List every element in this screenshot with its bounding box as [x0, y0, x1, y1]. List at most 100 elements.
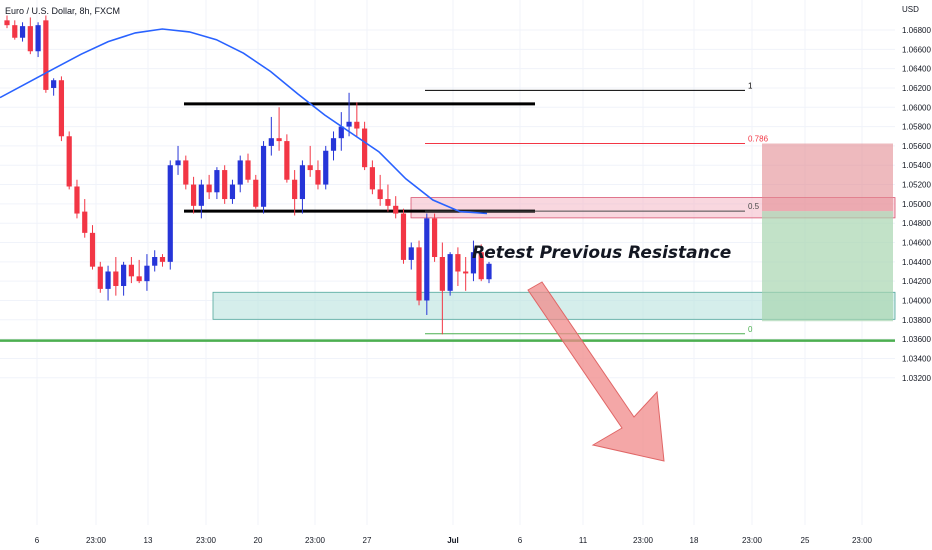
- candle: [35, 22, 41, 58]
- candle-body: [159, 257, 166, 262]
- x-tick-label: 13: [144, 536, 153, 545]
- y-tick-label: 1.05800: [902, 123, 931, 132]
- y-tick-label: 1.04000: [902, 296, 931, 305]
- y-tick-label: 1.05200: [902, 181, 931, 190]
- candle: [354, 102, 360, 137]
- candle-body: [260, 145, 267, 207]
- candle-body: [27, 26, 33, 52]
- candle-body: [276, 138, 282, 142]
- candles-layer: [4, 15, 492, 335]
- candle-body: [369, 167, 375, 190]
- candle-body: [214, 170, 220, 193]
- moving-average-line: [0, 28, 488, 215]
- y-tick-label: 1.04200: [902, 277, 931, 286]
- candle-body: [323, 150, 329, 185]
- candle-body: [58, 80, 65, 137]
- candle-body: [253, 179, 259, 207]
- y-tick-label: 1.06400: [902, 65, 931, 74]
- candle: [268, 116, 274, 156]
- candle: [222, 165, 228, 204]
- candle-body: [175, 160, 181, 166]
- candle-body: [478, 252, 484, 280]
- candle-body: [198, 184, 204, 206]
- candle-body: [105, 271, 111, 289]
- candle-body: [393, 205, 399, 214]
- candle-body: [206, 184, 212, 193]
- y-tick-label: 1.04600: [902, 239, 931, 248]
- candle-body: [121, 264, 127, 286]
- candle: [183, 155, 189, 190]
- candle: [470, 240, 477, 282]
- candle: [253, 174, 259, 209]
- candle-body: [128, 264, 134, 277]
- y-tick-label: 1.04400: [902, 258, 931, 267]
- currency-label: USD: [902, 5, 919, 14]
- candle: [237, 155, 243, 193]
- arrow-shape: [527, 281, 665, 462]
- y-tick-label: 1.03200: [902, 374, 931, 383]
- x-tick-label: 23:00: [86, 536, 107, 545]
- candle: [439, 242, 445, 335]
- candle: [416, 240, 422, 306]
- candle-body: [268, 138, 274, 146]
- candle-body: [51, 80, 57, 88]
- candle-body: [136, 276, 142, 282]
- candle-body: [400, 213, 407, 260]
- candle: [408, 242, 414, 270]
- fib-retracement[interactable]: 1 0.786 0.5 0: [425, 81, 769, 335]
- y-tick-label: 1.06200: [902, 84, 931, 93]
- candle-body: [74, 186, 80, 214]
- candle: [51, 78, 57, 96]
- candle: [105, 265, 111, 301]
- candle: [400, 208, 407, 264]
- candle: [66, 131, 72, 190]
- candle: [27, 17, 33, 55]
- candle: [377, 174, 383, 206]
- candle: [315, 160, 321, 190]
- candle: [152, 250, 158, 272]
- y-tick-label: 1.04800: [902, 219, 931, 228]
- candle-body: [292, 179, 298, 200]
- candle-body: [455, 254, 461, 272]
- x-tick-label: 23:00: [305, 536, 326, 545]
- candle: [74, 179, 80, 219]
- candle-body: [4, 20, 10, 26]
- candle-body: [338, 126, 344, 139]
- x-tick-label: 6: [35, 536, 40, 545]
- candle: [229, 179, 236, 204]
- candle-body: [19, 26, 26, 38]
- fib-label: 1: [748, 81, 753, 90]
- y-tick-label: 1.05000: [902, 200, 931, 209]
- candle: [19, 22, 26, 42]
- x-tick-label: 11: [579, 536, 588, 545]
- y-tick-label: 1.03600: [902, 335, 931, 344]
- candle: [82, 199, 88, 238]
- candle-body: [89, 232, 96, 267]
- candle-body: [439, 257, 445, 291]
- x-tick-label: Jul: [447, 536, 459, 545]
- candle-body: [385, 199, 391, 206]
- x-tick-label: 23:00: [196, 536, 217, 545]
- time-axis[interactable]: 6 23:00 13 23:00 20 23:00 27 Jul 6 11 23:00 18 23:00…: [35, 536, 873, 545]
- candle: [284, 134, 290, 183]
- candle-body: [190, 184, 197, 206]
- price-axis[interactable]: 1.06800 1.06600 1.06400 1.06200 1.06000 1.058…: [902, 26, 931, 383]
- profit-zone: [762, 211, 893, 322]
- candle: [89, 225, 96, 270]
- candle: [190, 176, 197, 214]
- candle-body: [377, 189, 383, 200]
- zones-layer: [212, 143, 896, 322]
- candle: [214, 167, 220, 200]
- candle: [97, 261, 103, 293]
- candle-body: [43, 20, 49, 90]
- candle: [260, 141, 267, 214]
- candle-body: [447, 254, 453, 291]
- candle-body: [12, 25, 18, 38]
- candle-body: [416, 247, 422, 301]
- candle-body: [330, 138, 337, 151]
- candle: [245, 153, 251, 183]
- x-tick-label: 18: [690, 536, 699, 545]
- chart-title: Euro / U.S. Dollar, 8h, FXCM: [5, 6, 120, 16]
- y-tick-label: 1.05400: [902, 161, 931, 170]
